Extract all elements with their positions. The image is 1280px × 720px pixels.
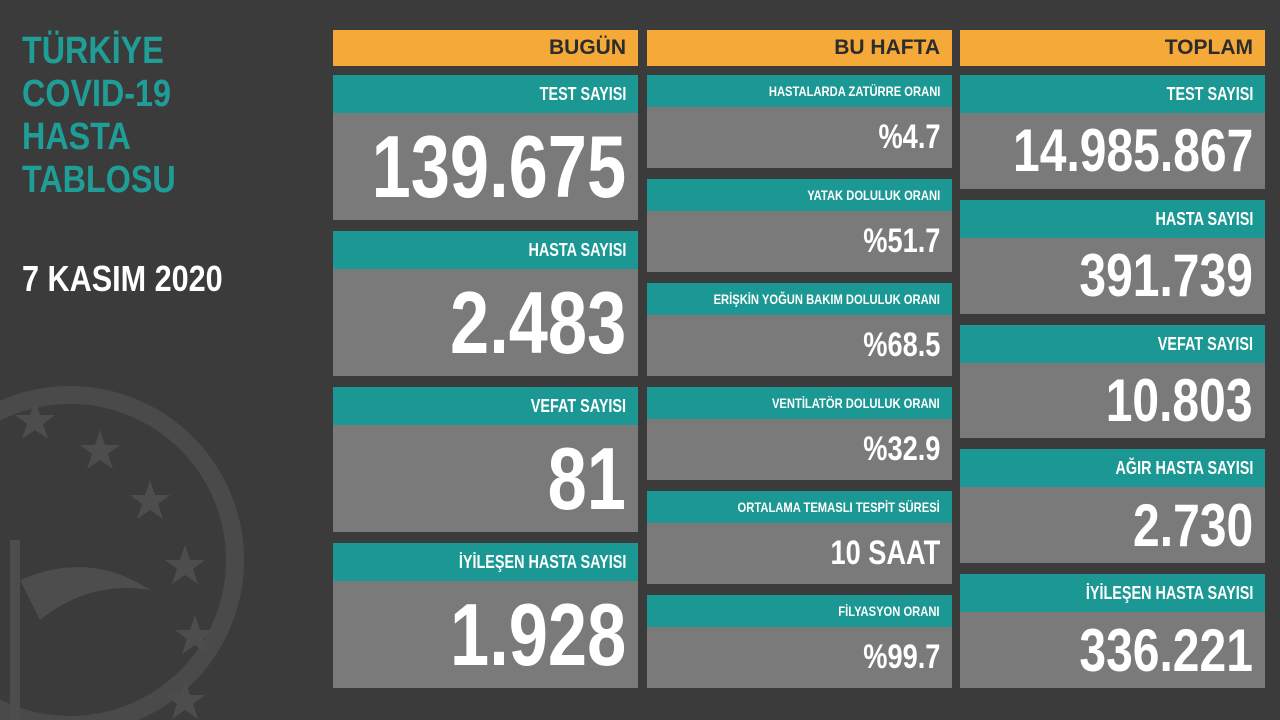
card-value: %51.7 [647,211,952,272]
card-label: FİLYASYON ORANI [647,595,952,627]
column-header: BUGÜN [333,30,638,66]
card-value-text: %99.7 [863,638,940,677]
card-value: %99.7 [647,627,952,688]
card-label-text: İYİLEŞEN HASTA SAYISI [1085,574,1253,612]
stat-card: TEST SAYISI14.985.867 [960,75,1265,189]
card-label: İYİLEŞEN HASTA SAYISI [960,574,1265,612]
card-label-text: AĞIR HASTA SAYISI [1115,449,1253,487]
card-value-text: %68.5 [863,326,940,365]
card-value: 81 [333,425,638,532]
card-label-text: VEFAT SAYISI [531,387,626,425]
card-label: VEFAT SAYISI [960,325,1265,363]
card-value: 391.739 [960,238,1265,314]
card-label: TEST SAYISI [960,75,1265,113]
card-label-text: TEST SAYISI [1166,75,1253,113]
card-label-text: VEFAT SAYISI [1158,325,1253,363]
card-label-text: ORTALAMA TEMASLI TESPİT SÜRESİ [738,491,940,523]
card-value-text: 10.803 [1106,366,1253,435]
stat-card: İYİLEŞEN HASTA SAYISI 336.221 [960,574,1265,688]
card-value: 2.730 [960,487,1265,563]
card-value-text: 2.483 [450,272,626,374]
card-label: ERİŞKİN YOĞUN BAKIM DOLULUK ORANI [647,283,952,315]
card-label-text: FİLYASYON ORANI [839,595,940,627]
card-label: ORTALAMA TEMASLI TESPİT SÜRESİ [647,491,952,523]
stat-card: TEST SAYISI139.675 [333,75,638,220]
card-label-text: İYİLEŞEN HASTA SAYISI [458,543,626,581]
card-value-text: 1.928 [450,584,626,686]
card-label: YATAK DOLULUK ORANI [647,179,952,211]
card-value: 1.928 [333,581,638,688]
card-value-text: 14.985.867 [1013,116,1253,185]
card-label-text: VENTİLATÖR DOLULUK ORANI [772,387,940,419]
card-value-text: 336.221 [1079,616,1253,685]
stat-card: İYİLEŞEN HASTA SAYISI1.928 [333,543,638,688]
stat-card: HASTA SAYISI2.483 [333,231,638,376]
card-value-text: %32.9 [863,430,940,469]
title: TÜRKİYECOVID-19HASTATABLOSU [22,30,176,202]
stat-card: HASTALARDA ZATÜRRE ORANI %4.7 [647,75,952,168]
stat-card: HASTA SAYISI391.739 [960,200,1265,314]
card-value-text: 391.739 [1079,241,1253,310]
card-label-text: TEST SAYISI [539,75,626,113]
card-label: VEFAT SAYISI [333,387,638,425]
card-label-text: YATAK DOLULUK ORANI [807,179,940,211]
card-label: HASTA SAYISI [960,200,1265,238]
card-label-text: HASTA SAYISI [528,231,626,269]
card-value: 14.985.867 [960,113,1265,189]
emblem [0,380,260,720]
title-line: COVID-19 [22,73,176,116]
stat-card: VENTİLATÖR DOLULUK ORANI %32.9 [647,387,952,480]
card-label: VENTİLATÖR DOLULUK ORANI [647,387,952,419]
card-value-text: %51.7 [863,222,940,261]
column-header: BU HAFTA [647,30,952,66]
card-label: TEST SAYISI [333,75,638,113]
card-value: 139.675 [333,113,638,220]
card-value-text: 10 SAAT [830,534,940,573]
card-label: İYİLEŞEN HASTA SAYISI [333,543,638,581]
column-header: TOPLAM [960,30,1265,66]
title-line: HASTA [22,116,176,159]
card-label: AĞIR HASTA SAYISI [960,449,1265,487]
card-label: HASTALARDA ZATÜRRE ORANI [647,75,952,107]
card-value-text: %4.7 [878,118,940,157]
stat-card: FİLYASYON ORANI %99.7 [647,595,952,688]
stat-card: VEFAT SAYISI10.803 [960,325,1265,439]
stat-card: ORTALAMA TEMASLI TESPİT SÜRESİ 10 SAAT [647,491,952,584]
stat-card: AĞIR HASTA SAYISI 2.730 [960,449,1265,563]
date: 7 KASIM 2020 [22,258,223,300]
card-value: 336.221 [960,612,1265,688]
card-label-text: HASTALARDA ZATÜRRE ORANI [768,75,940,107]
title-line: TÜRKİYE [22,30,176,73]
card-label: HASTA SAYISI [333,231,638,269]
stat-card: YATAK DOLULUK ORANI %51.7 [647,179,952,272]
card-value: %68.5 [647,315,952,376]
card-value: %32.9 [647,419,952,480]
card-value-text: 2.730 [1133,491,1253,560]
card-label-text: HASTA SAYISI [1155,200,1253,238]
card-value-text: 81 [548,428,626,530]
card-label-text: ERİŞKİN YOĞUN BAKIM DOLULUK ORANI [714,283,940,315]
card-value: %4.7 [647,107,952,168]
card-value-text: 139.675 [372,116,626,218]
stat-card: VEFAT SAYISI81 [333,387,638,532]
stat-card: ERİŞKİN YOĞUN BAKIM DOLULUK ORANI %68.5 [647,283,952,376]
card-value: 2.483 [333,269,638,376]
title-line: TABLOSU [22,159,176,202]
card-value: 10.803 [960,363,1265,439]
card-value: 10 SAAT [647,523,952,584]
